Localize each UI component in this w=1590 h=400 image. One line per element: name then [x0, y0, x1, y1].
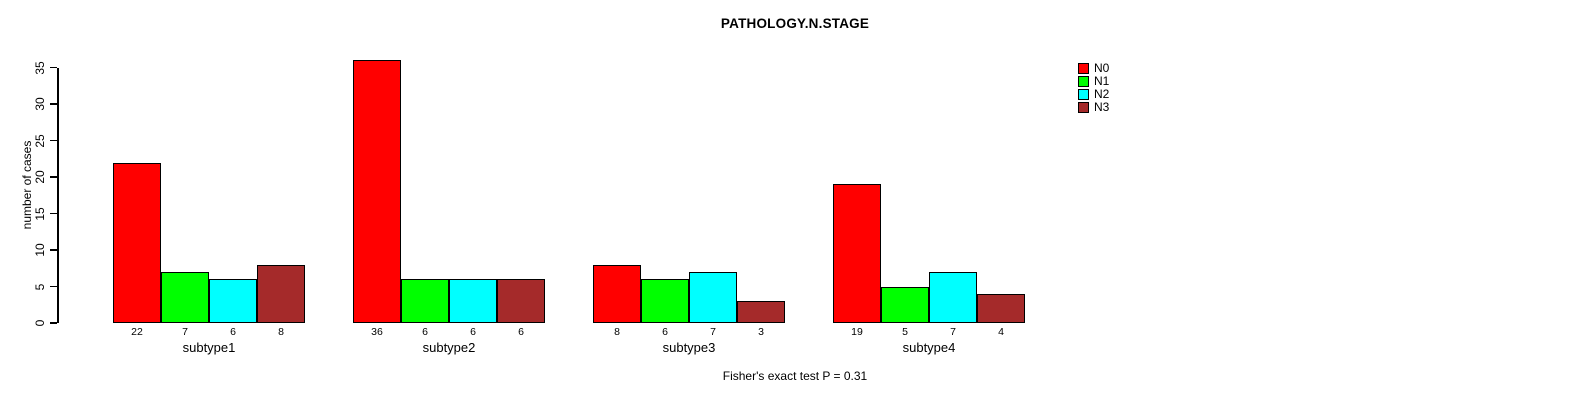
- bar-count-label: 8: [278, 326, 284, 338]
- bar-count-label: 7: [182, 326, 188, 338]
- legend-label: N1: [1094, 74, 1110, 88]
- bar: [113, 162, 161, 323]
- legend-item: N0: [1078, 62, 1109, 75]
- y-tick-label: 15: [33, 206, 47, 221]
- y-axis-line: [57, 67, 59, 323]
- y-tick-label: 25: [33, 133, 47, 148]
- bar-count-label: 5: [902, 326, 908, 338]
- bar: [737, 301, 785, 323]
- category-label: subtype4: [902, 340, 956, 355]
- bar: [161, 271, 209, 323]
- bar: [593, 264, 641, 323]
- y-tick-label: 5: [33, 283, 47, 290]
- bar-count-label: 22: [131, 326, 143, 338]
- bar-count-label: 3: [758, 326, 764, 338]
- bar-count-label: 7: [950, 326, 956, 338]
- bar: [353, 60, 401, 323]
- bar-count-label: 8: [614, 326, 620, 338]
- bar-count-label: 4: [998, 326, 1004, 338]
- bar: [401, 279, 449, 323]
- y-tick: [50, 66, 57, 69]
- y-tick: [50, 322, 57, 324]
- bar: [641, 279, 689, 323]
- y-tick: [50, 176, 57, 178]
- bar: [977, 293, 1025, 323]
- legend: N0 N1 N2 N3: [1078, 62, 1109, 114]
- bar-count-label: 19: [851, 326, 863, 338]
- y-tick-label: 10: [33, 243, 47, 257]
- bar: [881, 286, 929, 323]
- category-label: subtype2: [422, 340, 476, 355]
- legend-swatch: [1078, 63, 1089, 74]
- category-label: subtype3: [662, 340, 716, 355]
- y-tick: [50, 285, 57, 288]
- y-tick-label: 20: [33, 170, 47, 184]
- y-tick-label: 35: [33, 61, 47, 75]
- bar-count-label: 7: [710, 326, 716, 338]
- legend-label: N0: [1094, 61, 1110, 75]
- legend-label: N2: [1094, 87, 1110, 101]
- bar-count-label: 6: [422, 326, 428, 338]
- category-label: subtype1: [182, 340, 236, 355]
- bar-count-label: 6: [662, 326, 668, 338]
- y-tick: [50, 212, 57, 215]
- y-tick-label: 30: [33, 97, 47, 111]
- bar: [209, 279, 257, 323]
- legend-swatch: [1078, 102, 1089, 113]
- bar-count-label: 36: [371, 326, 383, 338]
- legend-item: N2: [1078, 88, 1109, 101]
- bar-count-label: 6: [230, 326, 236, 338]
- bar: [257, 264, 305, 323]
- y-tick: [50, 103, 57, 105]
- legend-item: N1: [1078, 75, 1109, 88]
- y-axis-label: number of cases: [20, 140, 34, 230]
- bar: [929, 271, 977, 323]
- bar: [833, 184, 881, 323]
- y-tick-label: 0: [33, 319, 47, 327]
- legend-item: N3: [1078, 101, 1109, 114]
- bar: [497, 279, 545, 323]
- bar: [449, 279, 497, 323]
- legend-swatch: [1078, 76, 1089, 87]
- bar: [689, 271, 737, 323]
- bar-count-label: 6: [518, 326, 524, 338]
- legend-swatch: [1078, 89, 1089, 100]
- y-tick: [50, 139, 57, 142]
- caption: Fisher's exact test P = 0.31: [722, 369, 868, 383]
- legend-label: N3: [1094, 100, 1110, 114]
- bar-count-label: 6: [470, 326, 476, 338]
- chart-title: PATHOLOGY.N.STAGE: [720, 16, 870, 31]
- y-tick: [50, 249, 57, 251]
